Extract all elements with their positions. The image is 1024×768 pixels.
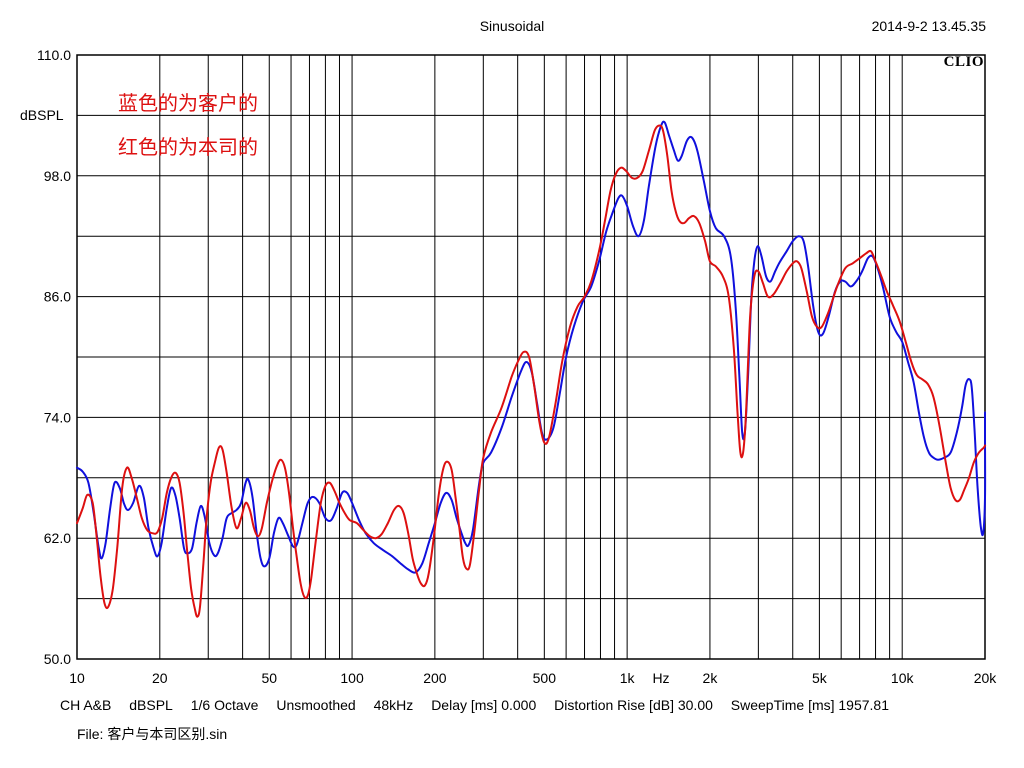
x-tick-label: 100 (340, 670, 364, 686)
y-tick-label: 98.0 (44, 168, 71, 184)
y-tick-labels: 50.0 62.0 74.0 86.0 98.0 110.0 (37, 47, 71, 667)
series-layer (76, 120, 987, 618)
x-tick-label: 10k (891, 670, 915, 686)
x-tick-label: 5k (812, 670, 828, 686)
series-line-red (76, 124, 987, 618)
x-tick-label: 500 (533, 670, 557, 686)
y-tick-label: 62.0 (44, 530, 71, 546)
x-tick-label: 20 (152, 670, 168, 686)
status-sample-rate: 48kHz (373, 697, 414, 713)
status-octave: 1/6 Octave (190, 697, 259, 713)
status-channel: CH A&B (60, 697, 112, 713)
plot-frame (76, 54, 986, 660)
y-tick-label: 86.0 (44, 289, 71, 305)
brand-logo: CLIO (943, 54, 984, 70)
status-units: dBSPL (129, 697, 173, 713)
timestamp: 2014-9-2 13.45.35 (871, 18, 986, 34)
y-axis-label: dBSPL (20, 107, 64, 123)
file-label: File: 客户与本司区别.sin (77, 726, 228, 742)
status-delay: Delay [ms] 0.000 (431, 697, 537, 713)
x-tick-label: 10 (69, 670, 85, 686)
status-bar: CH A&B dBSPL 1/6 Octave Unsmoothed 48kHz… (60, 697, 903, 713)
x-tick-label: 1k (620, 670, 636, 686)
series-line-blue (76, 120, 987, 574)
chart-title: Sinusoidal (479, 18, 545, 34)
annotation-blue-customer: 蓝色的为客户的 (118, 91, 258, 115)
x-tick-label: 20k (974, 670, 998, 686)
annotation-red-company: 红色的为本司的 (118, 135, 258, 159)
y-tick-label: 110.0 (37, 47, 71, 63)
x-tick-label: 50 (261, 670, 277, 686)
major-gridlines (76, 54, 986, 660)
x-axis-label: Hz (652, 670, 669, 686)
x-tick-labels: 10 20 50 100 200 500 1k 2k 5k 10k 20k (69, 670, 997, 686)
x-tick-label: 200 (423, 670, 447, 686)
y-tick-label: 74.0 (44, 409, 71, 425)
status-sweep: SweepTime [ms] 1957.81 (730, 697, 890, 713)
status-smoothing: Unsmoothed (276, 697, 356, 713)
x-tick-label: 2k (703, 670, 719, 686)
status-distortion: Distortion Rise [dB] 30.00 (554, 697, 713, 713)
y-tick-label: 50.0 (44, 651, 71, 667)
